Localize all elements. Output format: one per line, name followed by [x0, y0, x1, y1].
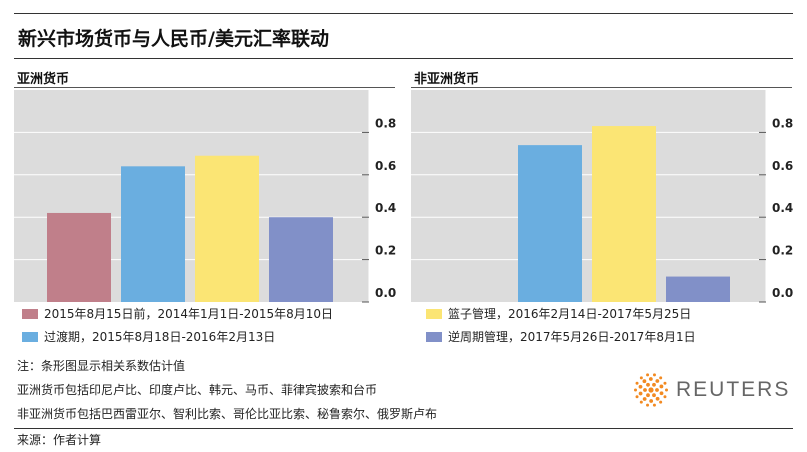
- panel-rule-asia: [14, 87, 395, 88]
- y-tick-label: 0.4: [375, 201, 396, 215]
- bar-3: [195, 155, 259, 302]
- logo-dot: [648, 387, 654, 393]
- note-3: 非亚洲货币包括巴西雷亚尔、智利比索、哥伦比亚比索、秘鲁索尔、俄罗斯卢布: [17, 407, 438, 421]
- logo-dot: [639, 376, 643, 380]
- reuters-logo-text: REUTERS: [676, 378, 791, 401]
- bar-2: [121, 166, 185, 302]
- y-tick-label: 0.8: [772, 116, 793, 130]
- logo-dot: [652, 393, 656, 398]
- y-tick-label: 0.2: [375, 244, 396, 258]
- title-rule: [14, 58, 793, 59]
- logo-dot: [646, 393, 650, 398]
- legend-label-countercyclical: 逆周期管理，2017年5月26日-2017年8月1日: [448, 330, 696, 344]
- legend-swatch-transition: [22, 331, 38, 342]
- logo-dot: [642, 397, 647, 401]
- logo-dot: [646, 382, 650, 387]
- legend-item-basket: 篮子管理，2016年2月14日-2017年5月25日: [426, 305, 691, 322]
- panel-title-asia: 亚洲货币: [17, 72, 70, 87]
- bar-1: [47, 212, 111, 302]
- logo-dot: [659, 400, 663, 404]
- logo-dot: [665, 388, 668, 392]
- logo-dot: [659, 384, 664, 389]
- panel-rule-non-asia: [411, 87, 792, 88]
- logo-dot: [652, 403, 656, 407]
- legend-swatch-pre-reform: [22, 308, 38, 319]
- logo-dot: [646, 373, 650, 377]
- chart-asia: 0.0 0.2 0.4 0.6 0.8: [14, 90, 396, 303]
- legend-item-countercyclical: 逆周期管理，2017年5月26日-2017年8月1日: [426, 328, 696, 345]
- logo-dot: [638, 384, 643, 389]
- bar-4: [666, 276, 730, 302]
- note-2: 亚洲货币包括印尼卢比、印度卢比、韩元、马币、菲律宾披索和台币: [17, 383, 378, 397]
- logo-dot: [655, 379, 660, 383]
- chart-title: 新兴市场货币与人民币/美元汇率联动: [18, 28, 329, 50]
- top-rule: [14, 13, 793, 14]
- legend-swatch-basket: [426, 308, 442, 319]
- y-tick-label: 0.4: [772, 201, 793, 215]
- logo-dot: [643, 388, 647, 392]
- logo-dot: [638, 391, 643, 396]
- logo-dot: [663, 381, 667, 385]
- bar-4: [269, 217, 333, 302]
- chart-non-asia: 0.0 0.2 0.4 0.6 0.8: [411, 90, 793, 303]
- y-tick-label: 0.8: [375, 116, 396, 130]
- source-note: 来源：作者计算: [17, 433, 102, 447]
- legend-label-basket: 篮子管理，2016年2月14日-2017年5月25日: [448, 307, 692, 321]
- legend-label-transition: 过渡期，2015年8月18日-2016年2月13日: [44, 330, 276, 344]
- logo-dot: [635, 381, 639, 385]
- y-tick-label: 0.0: [772, 286, 793, 300]
- logo-dot: [659, 376, 663, 380]
- legend-item-pre-reform: 2015年8月15日前，2014年1月1日-2015年8月10日: [22, 305, 333, 322]
- logo-dot: [646, 403, 650, 407]
- y-tick-label: 0.0: [375, 286, 396, 300]
- logo-dot: [663, 395, 667, 399]
- y-tick-label: 0.6: [772, 159, 793, 173]
- logo-dot: [652, 373, 656, 377]
- logo-dot: [659, 391, 664, 396]
- logo-dot: [648, 377, 653, 381]
- reuters-dot-logo-icon: [634, 373, 668, 407]
- logo-dot: [642, 379, 647, 384]
- y-tick-label: 0.6: [375, 159, 396, 173]
- source-rule: [14, 428, 793, 429]
- bar-3: [592, 126, 656, 302]
- plot-background: [411, 90, 766, 302]
- logo-dot: [649, 399, 654, 403]
- logo-dot: [652, 382, 656, 387]
- panel-title-non-asia: 非亚洲货币: [414, 72, 480, 87]
- logo-dot: [639, 400, 643, 404]
- y-tick-label: 0.2: [772, 244, 793, 258]
- logo-dot: [655, 396, 660, 401]
- legend-item-transition: 过渡期，2015年8月18日-2016年2月13日: [22, 328, 275, 345]
- bar-2: [518, 145, 582, 302]
- logo-dot: [634, 388, 637, 392]
- legend-swatch-countercyclical: [426, 331, 442, 342]
- reuters-logo: REUTERS: [634, 373, 790, 407]
- note-1: 注：条形图显示相关系数估计值: [17, 359, 186, 373]
- logo-dot: [655, 388, 659, 392]
- logo-dot: [635, 395, 639, 399]
- legend-label-pre-reform: 2015年8月15日前，2014年1月1日-2015年8月10日: [44, 307, 334, 321]
